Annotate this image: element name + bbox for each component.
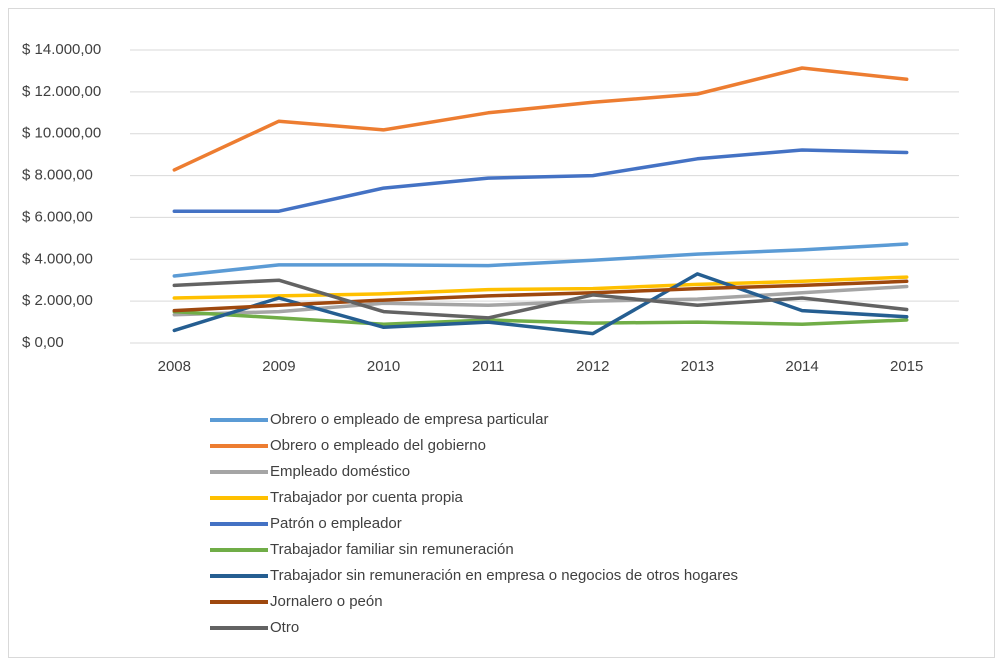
x-tick-label: 2009 bbox=[262, 358, 295, 375]
series-line bbox=[172, 279, 909, 313]
x-tick-label: 2015 bbox=[890, 358, 923, 375]
x-tick-label: 2008 bbox=[158, 358, 191, 375]
legend-label: Jornalero o peón bbox=[270, 593, 383, 610]
series-line bbox=[172, 66, 909, 172]
y-tick-label: $ 10.000,00 bbox=[22, 125, 101, 142]
legend-label: Otro bbox=[270, 619, 299, 636]
chart-frame bbox=[8, 8, 995, 658]
x-tick-label: 2010 bbox=[367, 358, 400, 375]
legend-label: Trabajador sin remuneración en empresa o… bbox=[270, 567, 738, 584]
legend-label: Obrero o empleado del gobierno bbox=[270, 437, 486, 454]
y-tick-label: $ 8.000,00 bbox=[22, 167, 93, 184]
series-line bbox=[172, 278, 909, 320]
legend-label: Patrón o empleador bbox=[270, 515, 402, 532]
y-tick-label: $ 4.000,00 bbox=[22, 250, 93, 267]
series-line bbox=[172, 309, 909, 326]
y-tick-label: $ 2.000,00 bbox=[22, 292, 93, 309]
legend-label: Empleado doméstico bbox=[270, 463, 410, 480]
x-tick-label: 2013 bbox=[681, 358, 714, 375]
x-tick-label: 2011 bbox=[472, 358, 504, 375]
legend-label: Trabajador familiar sin remuneración bbox=[270, 541, 514, 558]
y-tick-label: $ 6.000,00 bbox=[22, 208, 93, 225]
y-tick-label: $ 12.000,00 bbox=[22, 83, 101, 100]
y-tick-label: $ 0,00 bbox=[22, 334, 64, 351]
series-line bbox=[172, 275, 909, 300]
x-tick-label: 2014 bbox=[785, 358, 818, 375]
x-tick-label: 2012 bbox=[576, 358, 609, 375]
series-line bbox=[172, 284, 909, 317]
series-line bbox=[172, 148, 909, 213]
legend-label: Trabajador por cuenta propia bbox=[270, 489, 464, 506]
series-line bbox=[172, 242, 909, 278]
legend-label: Obrero o empleado de empresa particular bbox=[270, 411, 548, 428]
y-tick-label: $ 14.000,00 bbox=[22, 41, 101, 58]
